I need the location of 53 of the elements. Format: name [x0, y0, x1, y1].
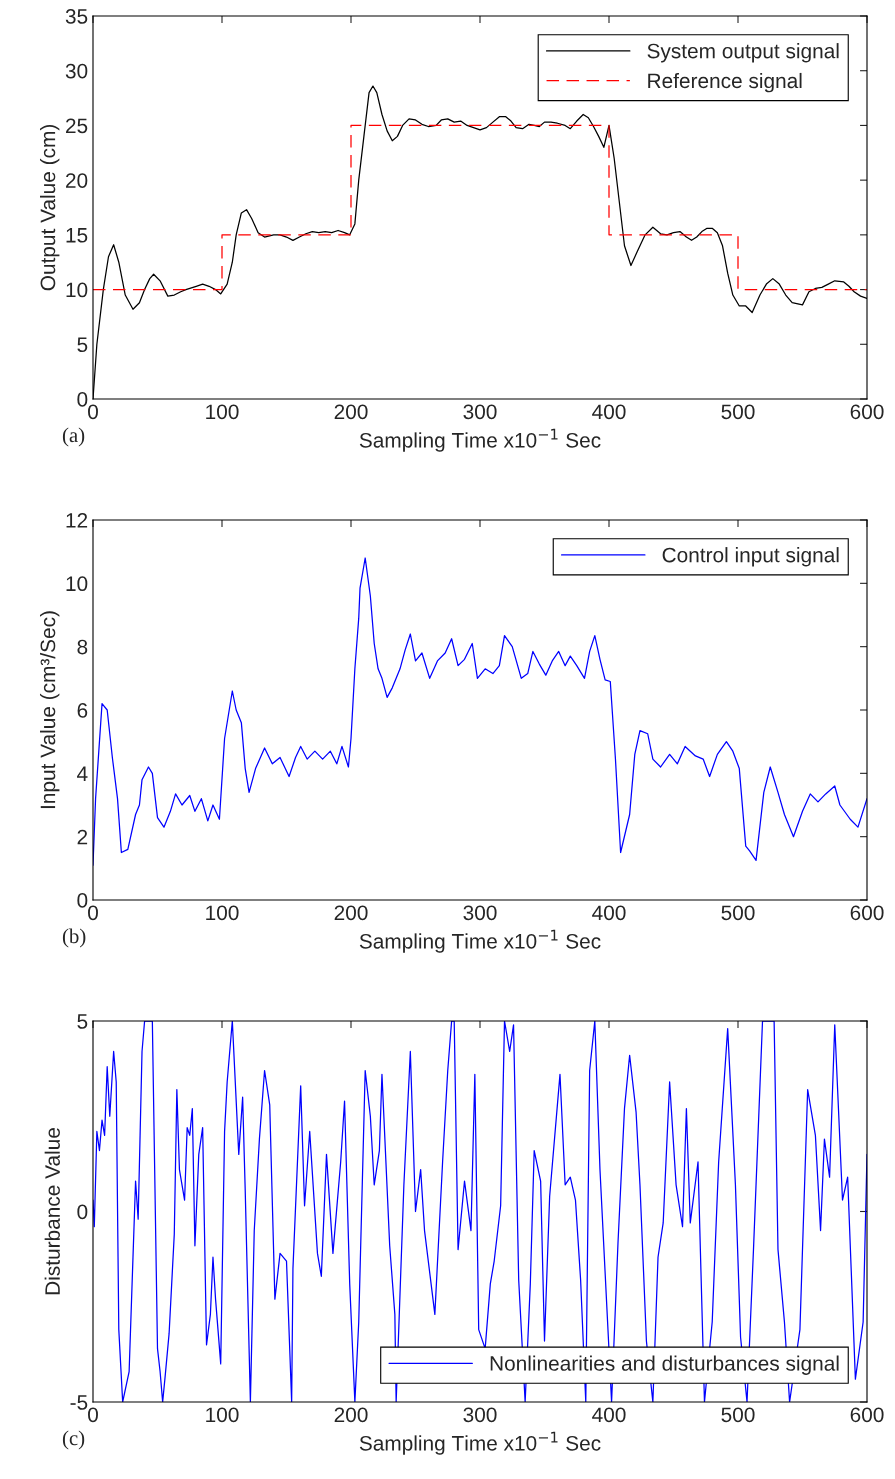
y-tick-label: 25: [66, 118, 88, 134]
x-tick-label: 100: [206, 1407, 239, 1423]
y-tick-label: 12: [66, 513, 88, 528]
y-tick-label: 2: [77, 829, 88, 845]
x-tick-label: 500: [721, 404, 755, 420]
x-axis-title: Sampling Time x10$^{−1}$ Sec: [359, 929, 601, 953]
y-tick-label: 20: [66, 173, 88, 188]
x-tick-label: 300: [463, 404, 497, 420]
y-tick-label: 15: [66, 228, 88, 243]
x-tick-label: 500: [721, 905, 755, 921]
x-tick-label: 200: [334, 404, 368, 420]
y-tick-label: 5: [77, 337, 88, 353]
x-tick-label: 200: [334, 1407, 368, 1423]
y-tick-label: 10: [66, 282, 88, 298]
y-tick-label: 10: [66, 576, 88, 592]
legend-label: Nonlinearities and disturbances signal: [490, 1355, 839, 1375]
x-tick-label: 100: [206, 404, 239, 420]
y-tick-label: 0: [77, 392, 88, 407]
legend-label: Control input signal: [662, 547, 839, 567]
x-tick-label: 300: [463, 905, 497, 921]
x-tick-label: 100: [206, 905, 239, 921]
x-axis-title: Sampling Time x10$^{−1}$ Sec: [359, 428, 601, 452]
x-tick-label: 400: [592, 905, 626, 921]
x-tick-label: 0: [88, 404, 98, 420]
text: (a): [62, 427, 85, 447]
x-tick-label: 600: [850, 905, 884, 921]
y-axis-title: Disturbance Value: [44, 1128, 60, 1295]
y-tick-label: 4: [77, 766, 88, 781]
x-axis-title: Sampling Time x10$^{−1}$ Sec: [359, 1431, 601, 1455]
y-tick-label: 30: [65, 63, 88, 79]
x-tick-label: 300: [463, 1407, 497, 1423]
y-tick-label: 6: [77, 703, 88, 718]
line-series: [93, 1021, 867, 1402]
y-tick-label: 8: [77, 639, 88, 655]
legend-label: System output signal: [647, 43, 839, 63]
x-tick-label: 400: [592, 1407, 626, 1423]
x-tick-label: 400: [592, 404, 626, 420]
y-axis-title: Output Value (cm): [39, 125, 60, 291]
x-tick-label: 0: [88, 905, 98, 921]
x-tick-label: 600: [850, 404, 884, 420]
legend-label: Reference signal: [648, 72, 802, 93]
y-tick-label: 0: [77, 1204, 88, 1220]
y-tick-label: 35: [65, 9, 88, 24]
text: (c): [62, 1430, 85, 1450]
y-tick-label: -5: [70, 1395, 88, 1410]
x-tick-label: 500: [721, 1407, 755, 1423]
y-tick-label: 5: [77, 1014, 88, 1029]
y-tick-label: 0: [77, 893, 88, 908]
x-tick-label: 600: [850, 1407, 884, 1423]
text: (b): [62, 928, 86, 948]
y-axis-title: Input Value (cm³/Sec): [39, 611, 60, 809]
x-tick-label: 200: [334, 905, 368, 921]
x-tick-label: 0: [88, 1407, 98, 1423]
